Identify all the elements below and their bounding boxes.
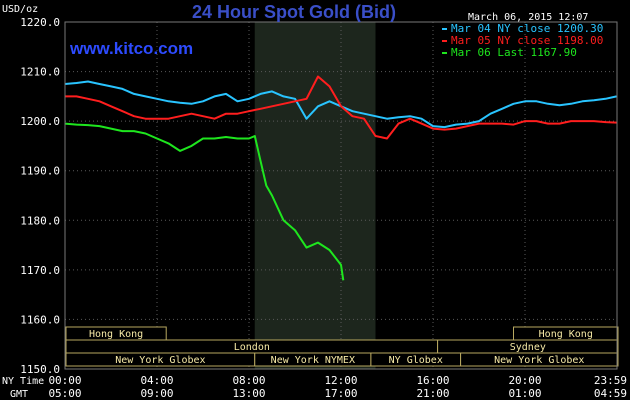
x-tick-label-ny: 12:00 [324, 374, 357, 387]
x-axis-ticks: 00:00 04:00 08:00 12:00 16:00 20:00 23:59 05:00… [48, 374, 627, 400]
x-tick-label-gmt: 04:59 [594, 387, 627, 400]
session-label: NY Globex [389, 355, 443, 366]
session-label: Sydney [510, 342, 546, 353]
session-label: Hong Kong [89, 329, 143, 340]
session-bands: Hong Kong Hong Kong London Sydney New York G… [65, 326, 619, 367]
y-tick-label: 1200.0 [20, 115, 60, 128]
shaded-region [254, 22, 376, 369]
session-box [460, 352, 619, 367]
x-tick-label-gmt: 17:00 [324, 387, 357, 400]
y-tick-label: 1210.0 [20, 66, 60, 79]
x-tick-label-ny: 20:00 [508, 374, 541, 387]
legend-swatch [442, 28, 447, 30]
y-tick-label: 1190.0 [20, 165, 60, 178]
x-tick-label-ny: 00:00 [48, 374, 81, 387]
legend-label: Mar 06 Last 1167.90 [451, 46, 577, 59]
x-tick-label-ny: 08:00 [232, 374, 265, 387]
y-tick-label: 1170.0 [20, 264, 60, 277]
x-tick-label-gmt: 13:00 [232, 387, 265, 400]
session-label: New York Globex [115, 355, 205, 366]
session-label: London [234, 342, 270, 353]
series-lines [64, 75, 617, 281]
series-line-2 [64, 122, 345, 281]
session-label: New York NYMEX [271, 355, 355, 366]
x-tick-label-gmt: 21:00 [416, 387, 449, 400]
chart-title: 24 Hour Spot Gold (Bid) [192, 2, 396, 22]
x-tick-label-ny: 04:00 [140, 374, 173, 387]
timestamp: March 06, 2015 12:07 [468, 12, 588, 23]
x-tick-label-ny: 16:00 [416, 374, 449, 387]
y-tick-label: 1150.0 [20, 363, 60, 376]
y-tick-label: 1160.0 [20, 313, 60, 326]
y-tick-label: 1180.0 [20, 214, 60, 227]
x-tick-label-ny: 23:59 [594, 374, 627, 387]
x-tick-label-gmt: 05:00 [48, 387, 81, 400]
x-tick-label-gmt: 01:00 [508, 387, 541, 400]
plot-frame [64, 21, 618, 370]
unit-label: USD/oz [2, 4, 38, 15]
x-tick-label-gmt: 09:00 [140, 387, 173, 400]
y-tick-label: 1220.0 [20, 16, 60, 29]
series-line-1 [65, 75, 617, 140]
legend-swatch [442, 40, 447, 42]
ny-time-row-label: NY Time [2, 376, 44, 387]
legend-label: Mar 05 NY close 1198.00 [451, 34, 603, 47]
session-label: New York Globex [494, 355, 584, 366]
session-label: Hong Kong [539, 329, 593, 340]
legend-swatch [442, 52, 447, 54]
gmt-row-label: GMT [10, 389, 28, 400]
watermark: www.kitco.com [69, 39, 193, 58]
legend-label: Mar 04 NY close 1200.30 [451, 22, 603, 35]
shaded-session-area [254, 22, 376, 369]
y-axis-ticks: 1220.0 1210.0 1200.0 1190.0 1180.0 1170.0 1160… [20, 16, 60, 376]
